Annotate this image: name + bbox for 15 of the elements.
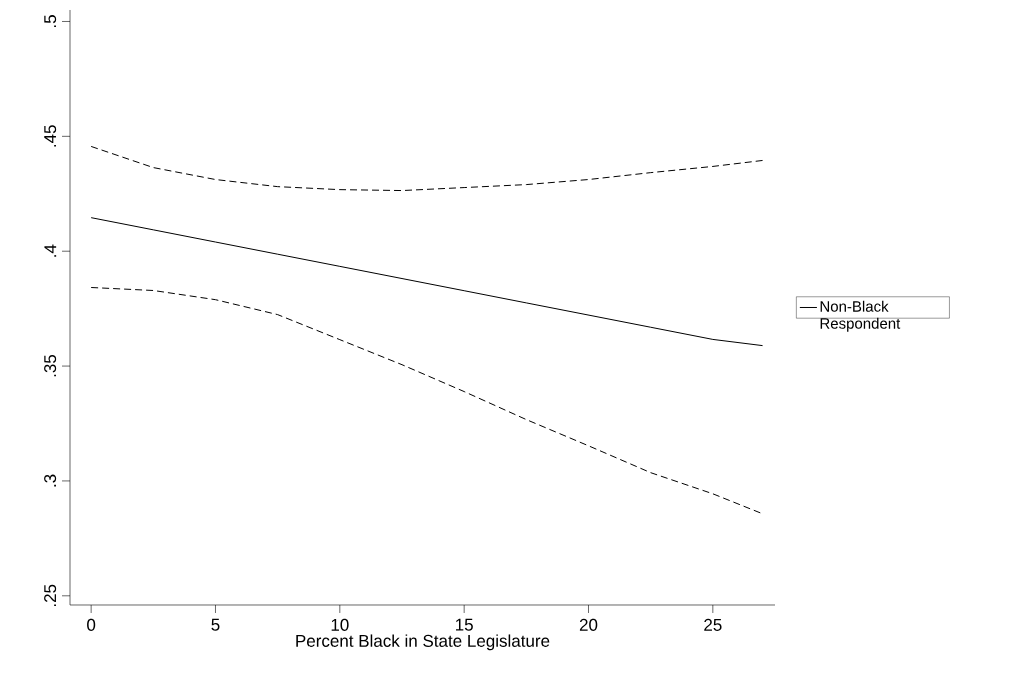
- y-tick-label: .3: [44, 474, 57, 487]
- y-tick-label: .35: [44, 354, 57, 377]
- x-tick-label: 15: [456, 618, 473, 631]
- y-tick-label: .4: [44, 244, 57, 257]
- x-tick-label: 5: [211, 618, 220, 631]
- x-tick-label: 10: [331, 618, 349, 631]
- y-tick-label: .5: [44, 15, 57, 28]
- y-tick-label: .25: [44, 584, 57, 607]
- x-tick-label: 20: [579, 618, 598, 631]
- y-tick-label: .45: [44, 125, 57, 147]
- x-tick-label: 0: [87, 618, 96, 631]
- line-series: [90, 287, 764, 515]
- legend-label: Non-Black Respondent: [820, 300, 901, 332]
- x-axis-title: Percent Black in State Legislature: [296, 634, 550, 651]
- x-tick-label: 25: [704, 618, 722, 631]
